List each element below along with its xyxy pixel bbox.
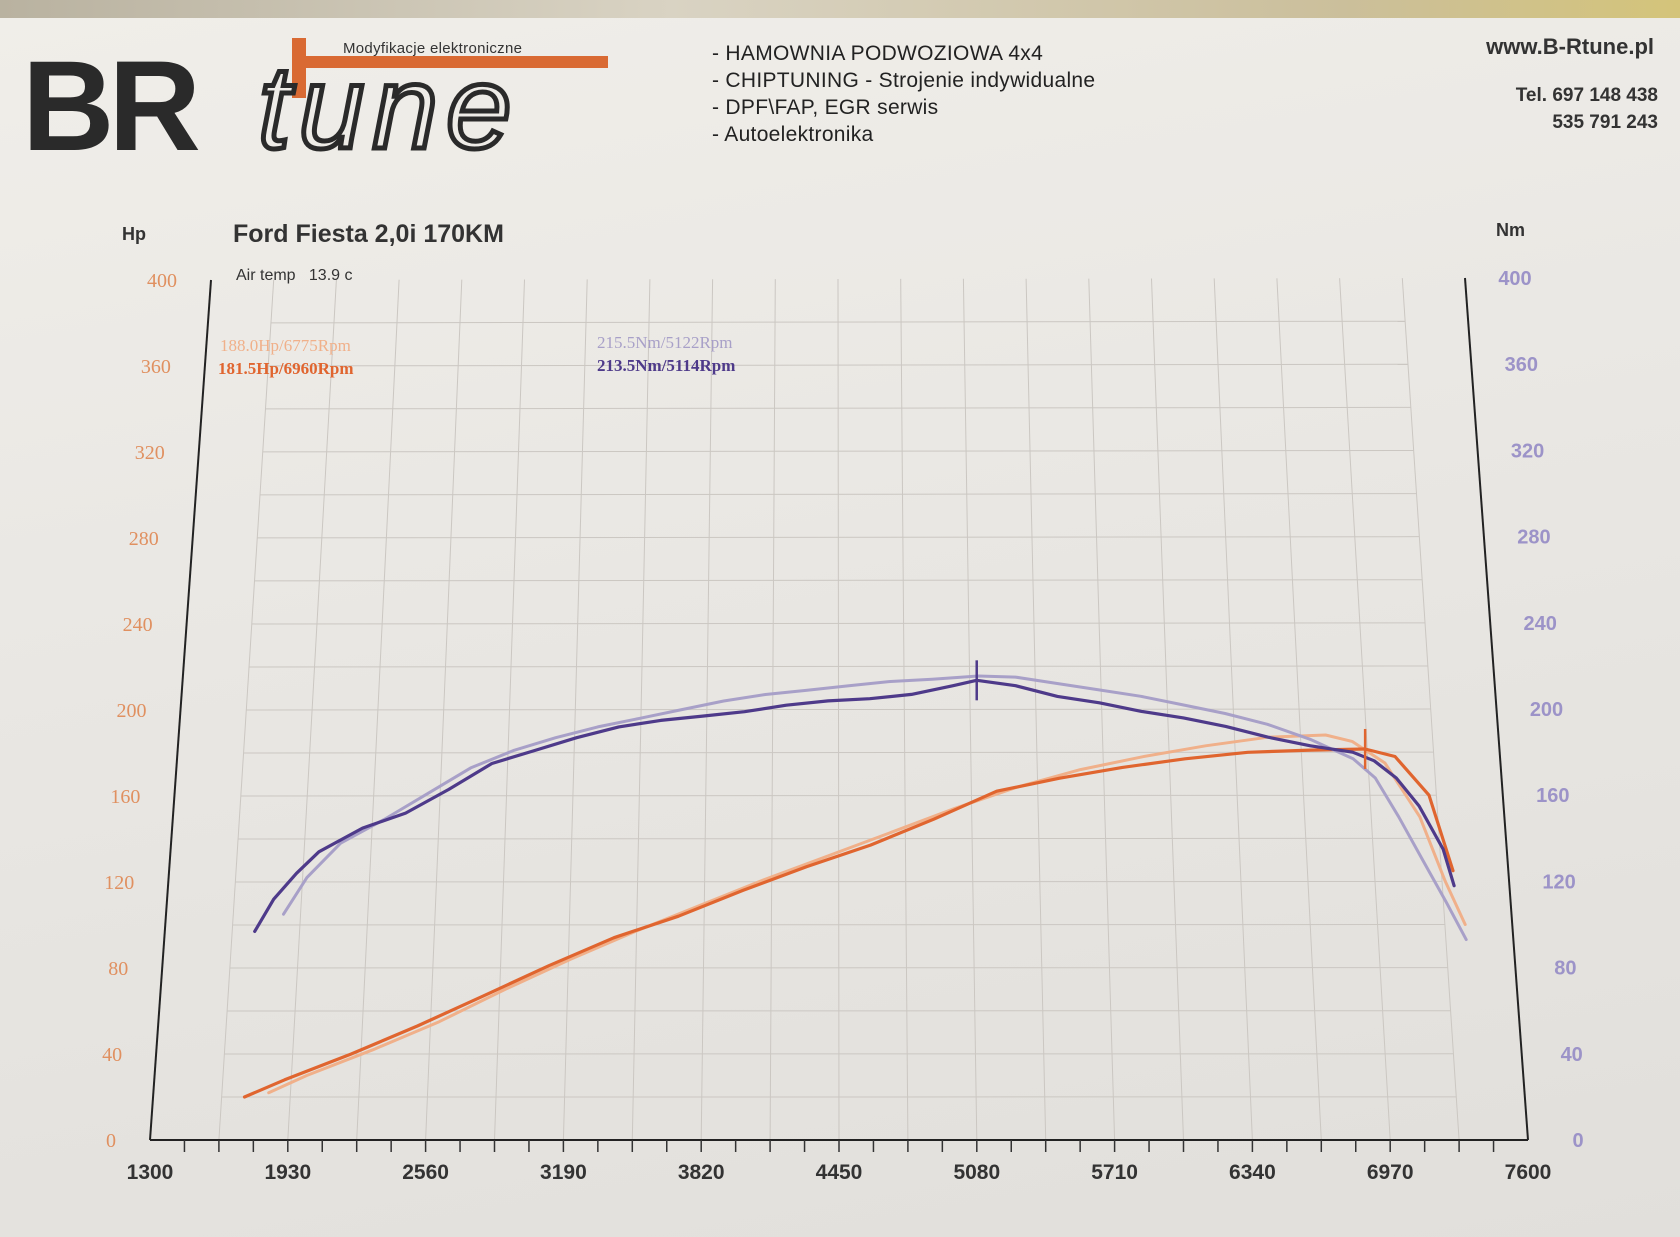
x-tick-label: 6970 bbox=[1367, 1161, 1414, 1184]
air-temp-label: Air temp 13.9 c bbox=[236, 267, 353, 284]
grid-line-horizontal bbox=[238, 837, 1440, 840]
background-strip bbox=[0, 0, 1680, 18]
x-tick-label: 5710 bbox=[1091, 1161, 1138, 1184]
y-left-tick-label: 120 bbox=[104, 872, 134, 894]
svg-text:BR: BR bbox=[22, 36, 198, 166]
y-right-tick-label: 160 bbox=[1536, 785, 1569, 807]
grid-line-horizontal bbox=[257, 536, 1420, 539]
series-line-torque-tuned bbox=[253, 678, 1456, 933]
y-left-tick-label: 280 bbox=[129, 528, 159, 550]
grid bbox=[218, 278, 1460, 1141]
y-left-axis-label: Hp bbox=[122, 224, 146, 244]
legend-torque-tuned: 213.5Nm/5114Rpm bbox=[597, 356, 735, 375]
series-line-torque-stock bbox=[282, 674, 1468, 942]
service-item: - Autoelektronika bbox=[712, 123, 874, 146]
legend-power-tuned: 181.5Hp/6960Rpm bbox=[218, 359, 354, 378]
phone-numbers: Tel. 697 148 438 535 791 243 bbox=[1516, 82, 1658, 136]
grid-line-horizontal bbox=[270, 320, 1406, 324]
legend-power-stock: 188.0Hp/6775Rpm bbox=[220, 336, 351, 355]
grid-line-horizontal bbox=[262, 449, 1414, 453]
x-tick-label: 7600 bbox=[1505, 1161, 1552, 1184]
y-left-tick-label: 200 bbox=[117, 700, 147, 722]
services-list: - HAMOWNIA PODWOZIOWA 4x4 - CHIPTUNING -… bbox=[712, 40, 1095, 148]
peak-markers bbox=[975, 660, 1367, 769]
x-tick-label: 5080 bbox=[953, 1161, 1000, 1184]
service-item: - HAMOWNIA PODWOZIOWA 4x4 bbox=[712, 42, 1044, 65]
tick-labels: 1300 1930 2560 3190 3820 4450 5080 5710 6340 6970… bbox=[102, 268, 1583, 1184]
y-left-tick-label: 80 bbox=[108, 958, 128, 980]
phone-2: 535 791 243 bbox=[1552, 112, 1658, 133]
y-right-tick-label: 200 bbox=[1530, 699, 1563, 721]
y-left-tick-label: 160 bbox=[110, 786, 140, 808]
website-url: www.B-Rtune.pl bbox=[1486, 34, 1654, 59]
grid-line-horizontal bbox=[268, 363, 1408, 367]
x-tick-label: 1300 bbox=[127, 1161, 174, 1184]
y-right-tick-label: 40 bbox=[1561, 1044, 1583, 1066]
y-right-tick-label: 360 bbox=[1505, 354, 1538, 376]
x-tick-label: 2560 bbox=[402, 1161, 449, 1184]
service-item: - CHIPTUNING - Strojenie indywidualne bbox=[712, 69, 1096, 92]
y-left-tick-label: 240 bbox=[123, 614, 153, 636]
grid-line-horizontal bbox=[246, 708, 1431, 711]
left-axis-line bbox=[149, 279, 212, 1141]
axes bbox=[149, 277, 1529, 1152]
y-left-tick-label: 360 bbox=[141, 356, 171, 378]
y-right-axis-label: Nm bbox=[1496, 220, 1525, 240]
grid-line-horizontal bbox=[240, 794, 1437, 797]
y-right-tick-label: 120 bbox=[1542, 871, 1575, 893]
x-tick-label: 3190 bbox=[540, 1161, 587, 1184]
legend-torque-stock: 215.5Nm/5122Rpm bbox=[597, 333, 733, 352]
x-tick-label: 3820 bbox=[678, 1161, 725, 1184]
y-left-tick-label: 320 bbox=[135, 442, 165, 464]
x-tick-label: 1930 bbox=[264, 1161, 311, 1184]
x-tick-label: 6340 bbox=[1229, 1161, 1276, 1184]
y-right-tick-label: 400 bbox=[1498, 268, 1531, 290]
y-left-tick-label: 40 bbox=[102, 1044, 122, 1066]
series bbox=[242, 674, 1468, 1099]
grid-line-horizontal bbox=[249, 665, 1428, 668]
y-right-tick-label: 0 bbox=[1572, 1130, 1583, 1152]
brtune-logo: BR tune bbox=[22, 36, 608, 166]
chart-title: Ford Fiesta 2,0i 170KM bbox=[233, 220, 504, 248]
y-right-tick-label: 240 bbox=[1524, 613, 1557, 635]
y-right-tick-label: 320 bbox=[1511, 440, 1544, 462]
grid-line-horizontal bbox=[251, 622, 1426, 625]
phone-1: Tel. 697 148 438 bbox=[1515, 85, 1658, 106]
x-tick-label: 4450 bbox=[816, 1161, 863, 1184]
logo-tagline: Modyfikacje elektroniczne bbox=[343, 40, 523, 57]
y-left-tick-label: 0 bbox=[106, 1130, 116, 1152]
svg-text:tune: tune bbox=[258, 42, 520, 166]
y-right-tick-label: 280 bbox=[1517, 527, 1550, 549]
service-item: - DPF\FAP, EGR serwis bbox=[712, 96, 939, 119]
grid-line-horizontal bbox=[254, 579, 1423, 582]
y-left-tick-label: 400 bbox=[147, 270, 177, 292]
y-right-tick-label: 80 bbox=[1554, 958, 1576, 980]
grid-line-horizontal bbox=[265, 406, 1411, 410]
grid-line-horizontal bbox=[235, 880, 1443, 883]
grid-line-horizontal bbox=[259, 493, 1417, 496]
right-axis-line bbox=[1464, 277, 1529, 1141]
